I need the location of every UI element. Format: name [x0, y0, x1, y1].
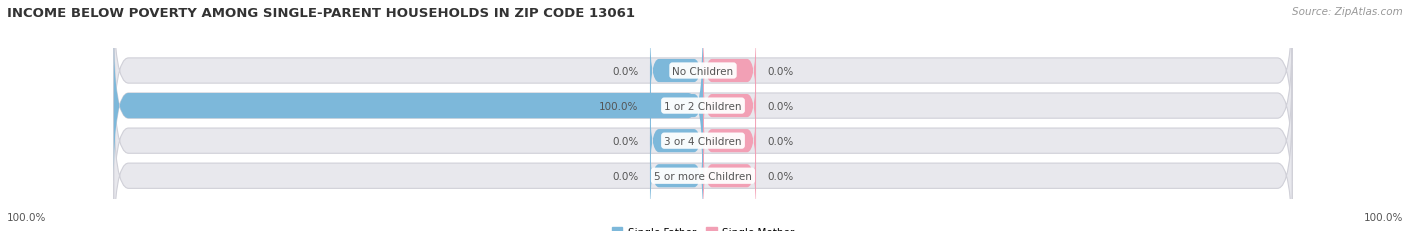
Text: 0.0%: 0.0% — [768, 66, 794, 76]
Text: 0.0%: 0.0% — [768, 101, 794, 111]
Text: 0.0%: 0.0% — [612, 66, 638, 76]
FancyBboxPatch shape — [650, 100, 703, 182]
Text: 0.0%: 0.0% — [768, 136, 794, 146]
FancyBboxPatch shape — [114, 31, 1292, 181]
Text: 0.0%: 0.0% — [612, 136, 638, 146]
Legend: Single Father, Single Mother: Single Father, Single Mother — [607, 223, 799, 231]
FancyBboxPatch shape — [703, 30, 756, 112]
Text: No Children: No Children — [672, 66, 734, 76]
FancyBboxPatch shape — [114, 0, 1292, 146]
FancyBboxPatch shape — [703, 100, 756, 182]
Text: 3 or 4 Children: 3 or 4 Children — [664, 136, 742, 146]
Text: 5 or more Children: 5 or more Children — [654, 171, 752, 181]
FancyBboxPatch shape — [114, 101, 1292, 231]
FancyBboxPatch shape — [703, 135, 756, 217]
FancyBboxPatch shape — [650, 30, 703, 112]
FancyBboxPatch shape — [703, 65, 756, 147]
FancyBboxPatch shape — [114, 31, 703, 181]
FancyBboxPatch shape — [650, 65, 703, 147]
FancyBboxPatch shape — [114, 66, 1292, 216]
Text: 100.0%: 100.0% — [7, 212, 46, 222]
Text: INCOME BELOW POVERTY AMONG SINGLE-PARENT HOUSEHOLDS IN ZIP CODE 13061: INCOME BELOW POVERTY AMONG SINGLE-PARENT… — [7, 7, 636, 20]
FancyBboxPatch shape — [650, 135, 703, 217]
Text: 100.0%: 100.0% — [1364, 212, 1403, 222]
Text: 0.0%: 0.0% — [612, 171, 638, 181]
Text: 1 or 2 Children: 1 or 2 Children — [664, 101, 742, 111]
Text: 100.0%: 100.0% — [599, 101, 638, 111]
Text: 0.0%: 0.0% — [768, 171, 794, 181]
Text: Source: ZipAtlas.com: Source: ZipAtlas.com — [1292, 7, 1403, 17]
